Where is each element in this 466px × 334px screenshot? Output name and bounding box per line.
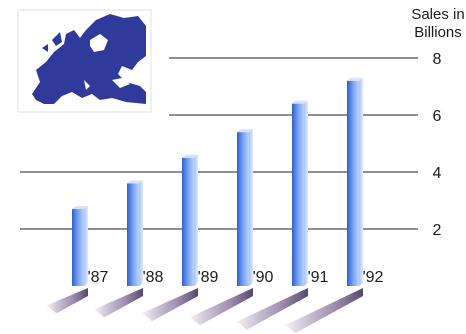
bar-front bbox=[292, 103, 304, 286]
bar-shadow-92 bbox=[285, 288, 363, 334]
bar-side bbox=[139, 180, 143, 286]
bar-front bbox=[72, 209, 84, 286]
bar-90 bbox=[237, 129, 253, 286]
bar-shadow-87 bbox=[46, 288, 88, 314]
y-tick-labels: 2 4 6 8 bbox=[433, 51, 442, 239]
bar-87 bbox=[72, 206, 88, 286]
x-category-label-90: '90 bbox=[253, 269, 274, 286]
bar-88 bbox=[127, 180, 143, 286]
bar-shadow-91 bbox=[236, 288, 308, 330]
y-axis-title-line-2: Billions bbox=[414, 24, 462, 41]
bar-side bbox=[194, 154, 198, 286]
bar-top bbox=[347, 77, 363, 81]
map-of-europe-icon bbox=[17, 9, 152, 113]
x-category-label-91: '91 bbox=[308, 269, 329, 286]
bar-front bbox=[237, 132, 249, 286]
bar-89 bbox=[182, 154, 198, 286]
y-tick-label-8: 8 bbox=[433, 51, 442, 68]
bar-shadows bbox=[46, 288, 363, 334]
bar-top bbox=[127, 180, 143, 184]
x-category-label-89: '89 bbox=[198, 269, 219, 286]
bar-92 bbox=[347, 77, 363, 286]
y-tick-label-2: 2 bbox=[433, 222, 442, 239]
bar-side bbox=[84, 206, 88, 286]
x-category-label-87: '87 bbox=[88, 269, 109, 286]
bar-side bbox=[304, 100, 308, 286]
x-category-labels: '87 '88 '89 '90 '91 '92 bbox=[88, 269, 384, 286]
bar-shadow-90 bbox=[189, 288, 253, 326]
bar-top bbox=[237, 129, 253, 133]
bar-front bbox=[127, 183, 139, 286]
bar-shadow-88 bbox=[94, 288, 143, 318]
bar-shadow-89 bbox=[142, 288, 198, 322]
y-axis-title-line-1: Sales in bbox=[411, 6, 464, 23]
bar-top bbox=[182, 154, 198, 158]
x-category-label-88: '88 bbox=[143, 269, 164, 286]
bar-top bbox=[72, 206, 88, 210]
bar-top bbox=[292, 100, 308, 104]
bar-front bbox=[347, 80, 359, 286]
x-category-label-92: '92 bbox=[363, 269, 384, 286]
y-tick-label-6: 6 bbox=[433, 108, 442, 125]
bar-side bbox=[359, 77, 363, 286]
bar-front bbox=[182, 157, 194, 286]
bar-91 bbox=[292, 100, 308, 286]
bars bbox=[72, 77, 363, 286]
y-tick-label-4: 4 bbox=[433, 165, 442, 182]
bar-side bbox=[249, 129, 253, 286]
